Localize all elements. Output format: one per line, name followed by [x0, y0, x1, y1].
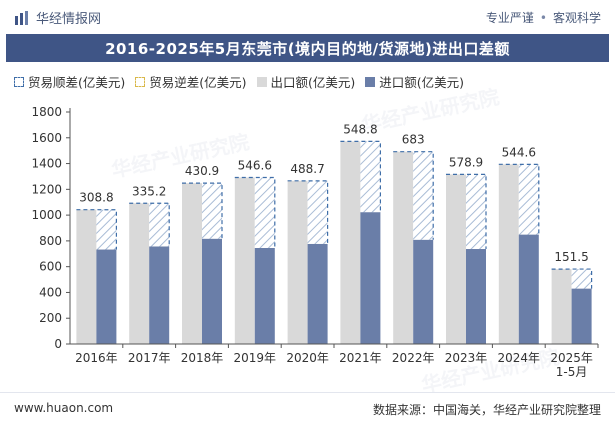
import-bar — [518, 234, 539, 344]
surplus-bar — [149, 203, 170, 247]
bar-series — [76, 140, 593, 344]
legend-label-surplus: 贸易顺差(亿美元) — [28, 75, 126, 90]
legend-swatch-export — [256, 76, 267, 87]
chart-title: 2016-2025年5月东莞市(境内目的地/货源地)进出口差额 — [105, 39, 510, 58]
legend-swatch-import — [365, 76, 376, 87]
x-tick-label: 2024年 — [498, 351, 541, 365]
surplus-bar — [254, 177, 275, 248]
import-bar — [571, 288, 592, 344]
y-tick-label: 400 — [39, 285, 62, 299]
legend-swatch-deficit — [135, 76, 146, 87]
export-bar — [182, 183, 202, 344]
import-bar — [149, 246, 170, 344]
y-tick-label: 1400 — [31, 157, 62, 171]
x-tick-label: 2020年 — [286, 351, 329, 365]
export-bar — [234, 177, 255, 344]
export-bar — [551, 269, 572, 344]
x-tick-label: 2017年 — [128, 351, 171, 365]
import-bar — [254, 247, 275, 344]
surplus-outline — [340, 140, 381, 213]
surplus-bar — [518, 164, 539, 235]
y-axis: 0 200 400 600 800 1000 1200 1400 1600 1800 — [31, 105, 71, 351]
footer: www.huaon.com 数据来源：中国海关，华经产业研究院整理 — [0, 392, 615, 428]
export-bar — [340, 141, 361, 344]
legend-label-import: 进口额(亿美元) — [379, 75, 465, 90]
import-bar — [466, 249, 486, 344]
surplus-outline — [234, 176, 276, 248]
chart-legend: 贸易顺差(亿美元) 贸易逆差(亿美元) 出口额(亿美元) 进口额(亿美元) — [14, 72, 474, 91]
footer-url[interactable]: www.huaon.com — [14, 401, 114, 415]
brand-logo-icon — [15, 10, 28, 25]
import-bar — [307, 243, 328, 344]
x-tick-label: 2016年 — [75, 351, 118, 365]
x-tick-label: 2018年 — [181, 351, 224, 365]
surplus-outline — [393, 151, 434, 240]
x-tick-label: 2021年 — [339, 351, 382, 365]
surplus-outline — [498, 163, 540, 235]
footer-source: 数据来源：中国海关，华经产业研究院整理 — [372, 403, 601, 417]
surplus-value-label: 308.8 — [79, 191, 113, 205]
export-bar — [393, 151, 414, 344]
y-tick-label: 1200 — [31, 182, 62, 196]
top-bar: 华经情报网 专业严谨 • 客观科学 — [0, 0, 615, 34]
chart-title-bar: 2016-2025年5月东莞市(境内目的地/货源地)进出口差额 — [6, 34, 609, 62]
header-links: 专业严谨 • 客观科学 — [486, 9, 601, 26]
legend-label-export: 出口额(亿美元) — [270, 75, 356, 90]
header-link-professional[interactable]: 专业严谨 — [485, 11, 534, 25]
surplus-value-label: 683 — [402, 133, 425, 147]
surplus-bar — [413, 151, 434, 240]
surplus-value-label: 151.5 — [554, 250, 588, 264]
y-tick-label: 1600 — [31, 131, 62, 145]
data-labels: 308.8 335.2 430.9 546.6 488.7 548.8 683 578.9 54… — [79, 122, 589, 264]
surplus-bar — [360, 141, 381, 213]
y-tick-label: 200 — [39, 311, 62, 325]
brand[interactable]: 华经情报网 — [14, 8, 101, 27]
surplus-bar — [202, 183, 222, 239]
x-tick-label: 2025年 — [550, 351, 593, 365]
surplus-bar — [307, 180, 328, 244]
surplus-outline — [181, 182, 223, 239]
export-bar — [498, 164, 519, 344]
y-tick-label: 800 — [39, 234, 62, 248]
surplus-value-label: 430.9 — [185, 164, 219, 178]
y-tick-label: 0 — [54, 337, 62, 351]
surplus-value-label: 548.8 — [343, 122, 377, 136]
header-link-objective[interactable]: 客观科学 — [552, 11, 601, 25]
surplus-bar — [571, 269, 592, 289]
export-bar — [129, 203, 150, 344]
x-tick-label: 2023年 — [445, 351, 488, 365]
x-axis: 2016年 2017年 2018年 2019年 2020年 2021年 2022年 2023年… — [70, 343, 599, 379]
x-tick-label: 2019年 — [234, 351, 277, 365]
surplus-bar — [466, 174, 486, 250]
import-bar — [96, 249, 117, 344]
import-bar — [413, 239, 434, 344]
legend-item-surplus[interactable]: 贸易顺差(亿美元) — [14, 72, 125, 91]
separator-dot: • — [539, 10, 547, 25]
legend-item-export[interactable]: 出口额(亿美元) — [256, 72, 356, 91]
y-tick-label: 1800 — [31, 105, 62, 119]
import-bar — [202, 238, 222, 344]
surplus-value-label: 335.2 — [132, 184, 166, 198]
import-bar — [360, 212, 381, 344]
brand-name: 华经情报网 — [36, 12, 102, 27]
legend-item-deficit[interactable]: 贸易逆差(亿美元) — [135, 72, 247, 91]
surplus-bar — [96, 209, 117, 250]
x-tick-label: 2022年 — [392, 351, 435, 365]
legend-item-import[interactable]: 进口额(亿美元) — [365, 72, 464, 91]
y-tick-label: 600 — [39, 260, 62, 274]
export-bar — [287, 180, 308, 344]
surplus-value-label: 546.6 — [238, 158, 272, 172]
surplus-value-label: 488.7 — [290, 162, 324, 176]
y-tick-label: 1000 — [31, 208, 62, 222]
surplus-value-label: 578.9 — [449, 155, 483, 169]
surplus-outline — [76, 209, 117, 250]
surplus-value-label: 544.6 — [502, 145, 536, 159]
export-bar — [76, 209, 97, 344]
legend-swatch-surplus — [14, 76, 24, 87]
x-tick-label: 1-5月 — [556, 365, 588, 379]
export-bar — [446, 174, 466, 344]
legend-label-deficit: 贸易逆差(亿美元) — [149, 75, 247, 90]
